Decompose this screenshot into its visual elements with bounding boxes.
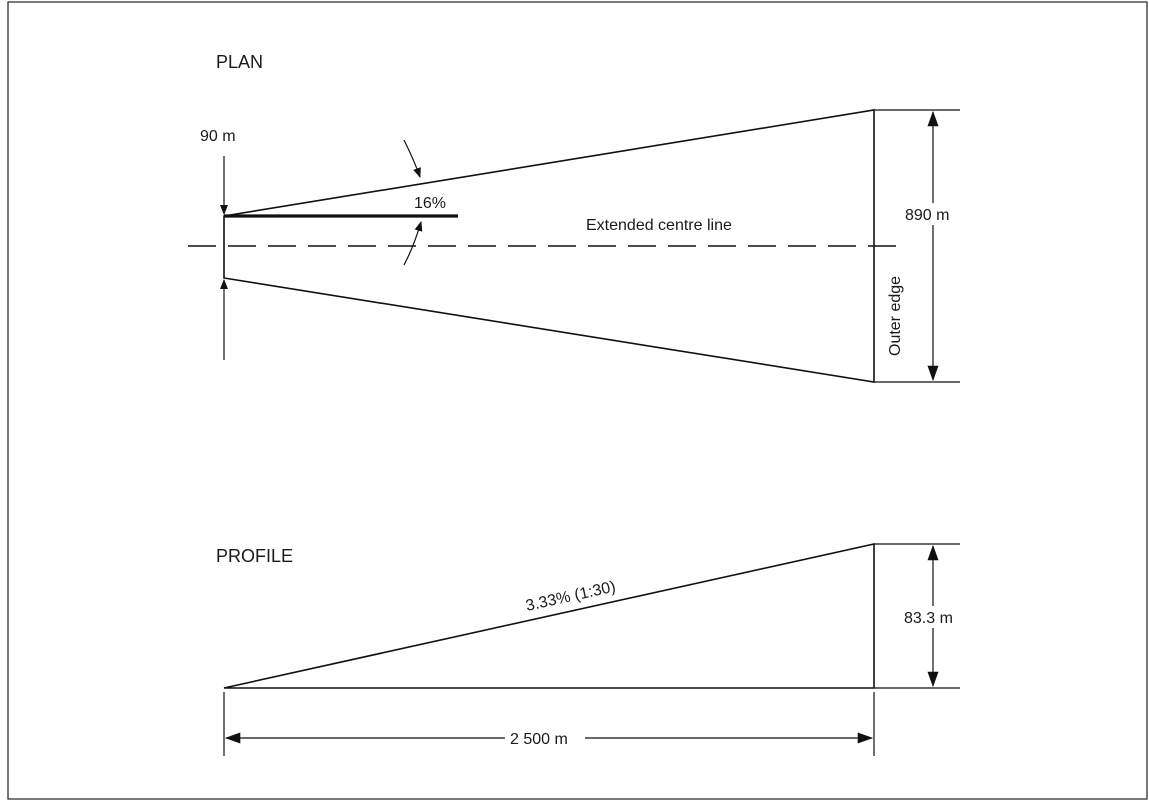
slope-label: 3.33% (1:30) [524, 578, 617, 614]
height-label: 83.3 m [904, 610, 953, 627]
plan-heading: PLAN [216, 52, 263, 72]
inner-width-label: 90 m [200, 128, 236, 145]
profile-heading: PROFILE [216, 546, 293, 566]
page-border [7, 1, 1148, 800]
profile-surface-outline [223, 543, 875, 689]
divergence-arrow-upper [403, 139, 421, 178]
centre-line-label: Extended centre line [586, 217, 732, 234]
divergence-arrow-lower [403, 221, 423, 266]
plan-view: PLAN 90 m 16% Extended centre line 890 m… [188, 52, 965, 383]
length-label-mask [505, 727, 585, 749]
outer-width-label: 890 m [905, 207, 949, 224]
outer-edge-label: Outer edge [887, 276, 904, 356]
divergence-label: 16% [414, 195, 446, 212]
outer-width-label-mask [903, 203, 965, 225]
profile-view: PROFILE 3.33% (1:30) 83.3 m 2 500 m [216, 543, 968, 756]
length-label: 2 500 m [510, 731, 568, 748]
height-label-mask [902, 606, 968, 628]
